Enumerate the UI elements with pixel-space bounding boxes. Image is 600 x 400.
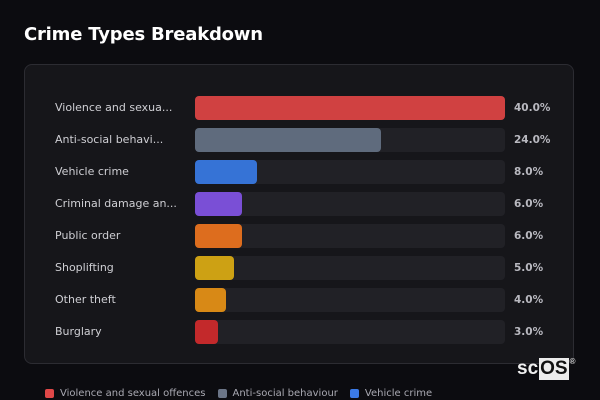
- legend-item[interactable]: Vehicle crime: [349, 387, 433, 399]
- bar-row: Violence and sexua... 40.0%: [25, 96, 573, 120]
- bar-track: [195, 96, 505, 120]
- bar-fill[interactable]: [195, 160, 257, 184]
- legend-swatch-icon: [217, 388, 227, 398]
- bar-value-label: 8.0%: [514, 166, 544, 178]
- legend-label: Vehicle crime: [364, 387, 433, 399]
- chart-title: Crime Types Breakdown: [24, 24, 263, 45]
- watermark-boxed: OS: [539, 358, 569, 380]
- bar-label: Criminal damage an...: [55, 197, 177, 210]
- legend-label: Violence and sexual offences: [60, 387, 206, 399]
- bar-value-label: 40.0%: [514, 102, 551, 114]
- bar-fill[interactable]: [195, 96, 505, 120]
- bar-fill[interactable]: [195, 192, 242, 216]
- bar-value-label: 24.0%: [514, 134, 551, 146]
- bar-fill[interactable]: [195, 320, 218, 344]
- bar-track: [195, 192, 505, 216]
- legend-swatch-icon: [45, 388, 54, 398]
- bar-label: Anti-social behavi...: [55, 133, 164, 146]
- registered-icon: ®: [569, 357, 576, 366]
- legend-item[interactable]: Anti-social behaviour: [217, 387, 338, 399]
- bar-track: [195, 288, 505, 312]
- bar-fill[interactable]: [195, 256, 234, 280]
- bar-row: Burglary 3.0%: [25, 320, 573, 344]
- legend-item[interactable]: Violence and sexual offences: [45, 388, 206, 399]
- bar-track: [195, 256, 505, 280]
- legend-swatch-icon: [349, 388, 359, 398]
- watermark-logo: sc OS ®: [517, 358, 576, 380]
- bar-row: Shoplifting 5.0%: [25, 256, 573, 280]
- bar-row: Other theft 4.0%: [25, 288, 573, 312]
- bar-row: Anti-social behavi... 24.0%: [25, 128, 573, 152]
- bar-label: Violence and sexua...: [55, 101, 173, 114]
- bar-row: Vehicle crime 8.0%: [25, 160, 573, 184]
- bar-label: Public order: [55, 229, 121, 242]
- bar-value-label: 3.0%: [514, 326, 544, 338]
- bar-fill[interactable]: [195, 288, 226, 312]
- bar-value-label: 6.0%: [514, 230, 544, 242]
- bar-fill[interactable]: [195, 224, 242, 248]
- bar-value-label: 5.0%: [514, 262, 544, 274]
- bar-label: Shoplifting: [55, 261, 114, 274]
- bar-label: Vehicle crime: [55, 165, 129, 178]
- bar-value-label: 4.0%: [514, 294, 544, 306]
- bar-row: Criminal damage an... 6.0%: [25, 192, 573, 216]
- bar-track: [195, 128, 505, 152]
- chart-card: Violence and sexua... 40.0% Anti-social be…: [24, 64, 574, 364]
- chart-legend: Violence and sexual offences Anti-social …: [45, 386, 444, 400]
- bar-track: [195, 320, 505, 344]
- bar-fill[interactable]: [195, 128, 381, 152]
- bar-value-label: 6.0%: [514, 198, 544, 210]
- bar-row: Public order 6.0%: [25, 224, 573, 248]
- bar-track: [195, 224, 505, 248]
- bar-track: [195, 160, 505, 184]
- legend-label: Anti-social behaviour: [232, 387, 338, 399]
- bar-label: Burglary: [55, 325, 102, 338]
- watermark-prefix: sc: [517, 358, 539, 379]
- bar-label: Other theft: [55, 293, 116, 306]
